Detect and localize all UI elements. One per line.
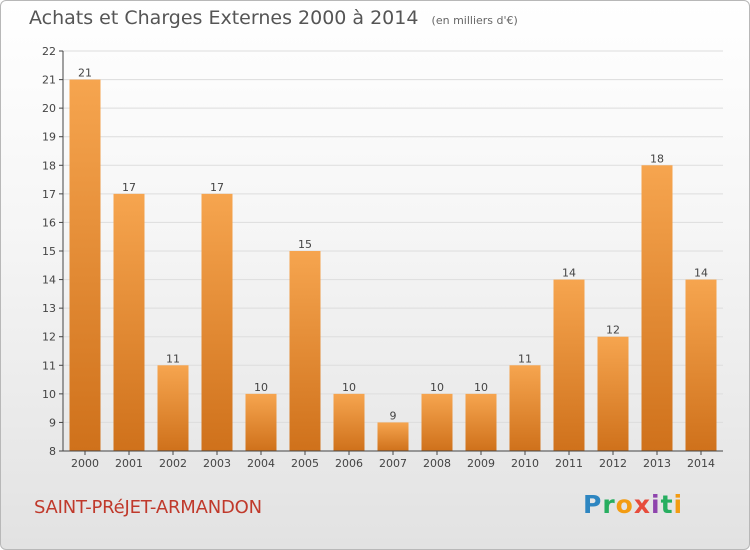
bar-2010	[509, 365, 541, 451]
brand-logo: Proxiti	[583, 490, 684, 519]
y-tick-label: 12	[42, 331, 56, 344]
data-label-2000: 21	[78, 67, 92, 80]
chart-title: Achats et Charges Externes 2000 à 2014	[29, 7, 419, 29]
y-tick-label: 22	[42, 45, 56, 58]
bar-2012	[597, 336, 629, 451]
y-tick-label: 13	[42, 302, 56, 315]
bar-2000	[69, 79, 101, 452]
y-tick-label: 9	[49, 416, 56, 429]
bar-2006	[333, 393, 365, 451]
bar-2004	[245, 393, 277, 451]
chart-unit: (en milliers d'€)	[431, 14, 518, 27]
data-label-2009: 10	[474, 381, 488, 394]
y-tick-label: 21	[42, 74, 56, 87]
y-tick-label: 15	[42, 245, 56, 258]
data-label-2011: 14	[562, 267, 576, 280]
data-label-2004: 10	[254, 381, 268, 394]
x-tick-label-2012: 2012	[599, 457, 627, 470]
x-tick-label-2010: 2010	[511, 457, 539, 470]
x-tick-label-2002: 2002	[159, 457, 187, 470]
bar-2008	[421, 393, 453, 451]
data-labels: 21 17 11 17 10 15 10 9 10 10 11 14 12 18 14	[78, 67, 708, 423]
y-tick-label: 18	[42, 159, 56, 172]
x-tick-label-2014: 2014	[687, 457, 715, 470]
bar-2011	[553, 279, 585, 451]
x-tick-label-2006: 2006	[335, 457, 363, 470]
bar-2013	[641, 165, 673, 452]
y-tick-label: 10	[42, 388, 56, 401]
y-tick-label: 17	[42, 188, 56, 201]
x-tick-label-2000: 2000	[71, 457, 99, 470]
x-tick-label-2013: 2013	[643, 457, 671, 470]
title-row: Achats et Charges Externes 2000 à 2014 (…	[29, 7, 518, 29]
y-tick-label: 14	[42, 274, 56, 287]
y-tick-label: 8	[49, 445, 56, 458]
x-tick-label-2001: 2001	[115, 457, 143, 470]
data-label-2010: 11	[518, 352, 532, 365]
bars	[69, 79, 717, 452]
bar-2007	[377, 422, 409, 451]
data-label-2001: 17	[122, 181, 136, 194]
x-tick-label-2004: 2004	[247, 457, 275, 470]
bar-2009	[465, 393, 497, 451]
x-tick-label-2005: 2005	[291, 457, 319, 470]
x-tick-label-2011: 2011	[555, 457, 583, 470]
data-label-2008: 10	[430, 381, 444, 394]
x-tick-label-2009: 2009	[467, 457, 495, 470]
data-label-2014: 14	[694, 267, 708, 280]
data-label-2002: 11	[166, 352, 180, 365]
y-tick-label: 11	[42, 359, 56, 372]
bar-2002	[157, 365, 189, 451]
bar-2001	[113, 193, 145, 451]
data-label-2003: 17	[210, 181, 224, 194]
bar-2003	[201, 193, 233, 451]
data-label-2013: 18	[650, 152, 664, 165]
y-tick-label: 20	[42, 102, 56, 115]
data-label-2005: 15	[298, 238, 312, 251]
x-tick-label-2003: 2003	[203, 457, 231, 470]
bar-2005	[289, 251, 321, 451]
y-tick-label: 19	[42, 131, 56, 144]
axes: 8 9 10 11 12 13 14 15 16 17 18 19 20 21 22 2000 2001 2002…	[42, 45, 723, 470]
town-name: SAINT-PRéJET-ARMANDON	[34, 497, 262, 518]
x-tick-label-2008: 2008	[423, 457, 451, 470]
x-tick-label-2007: 2007	[379, 457, 407, 470]
data-label-2012: 12	[606, 324, 620, 337]
data-label-2007: 9	[390, 409, 397, 422]
bar-2014	[685, 279, 717, 451]
y-tick-label: 16	[42, 216, 56, 229]
data-label-2006: 10	[342, 381, 356, 394]
